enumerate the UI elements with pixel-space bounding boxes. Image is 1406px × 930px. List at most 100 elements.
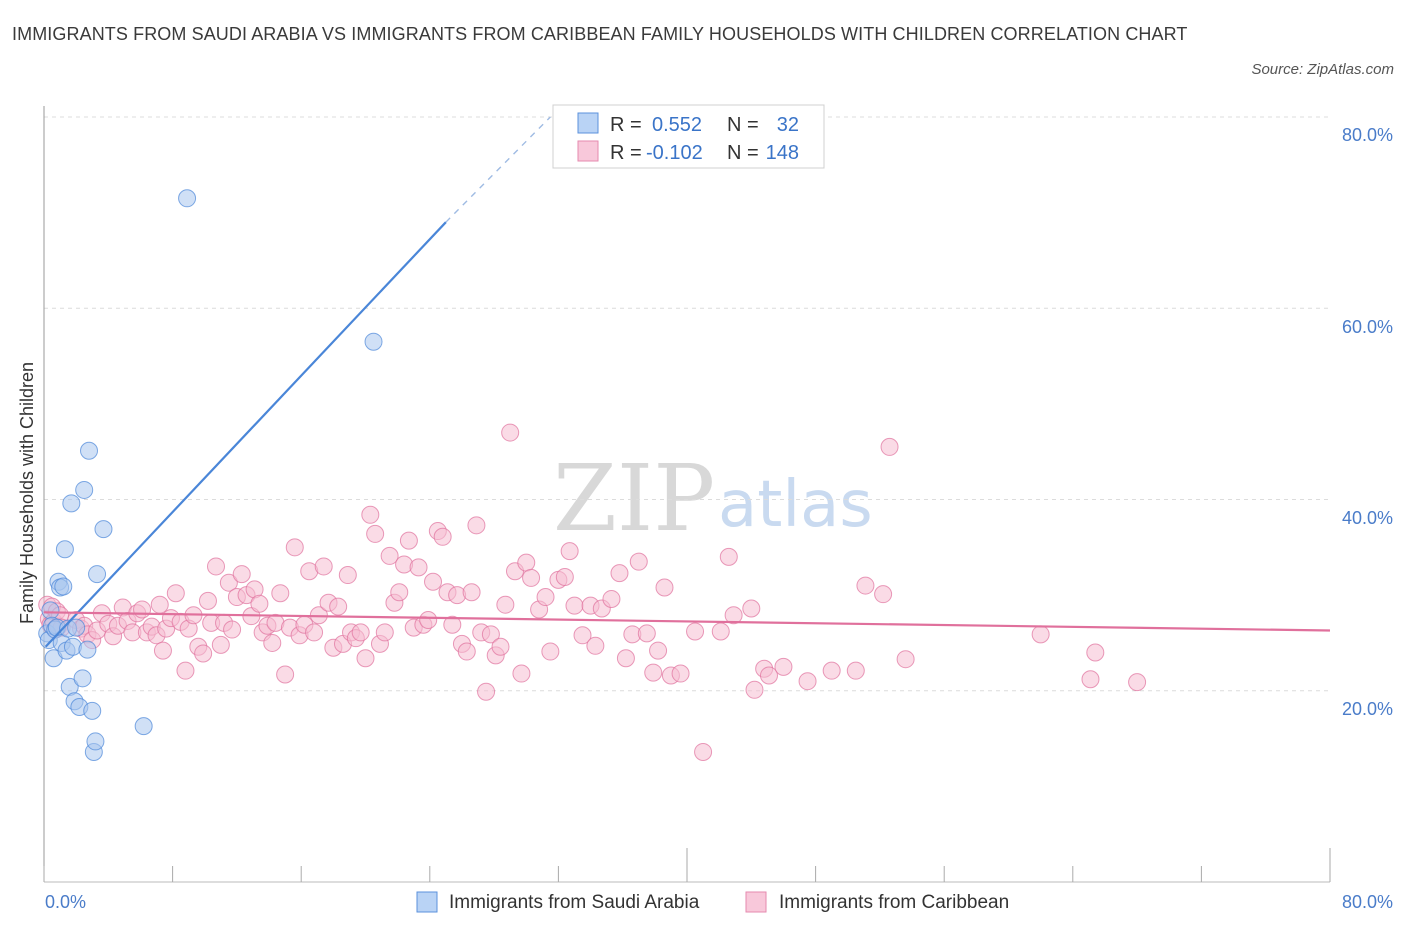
caribbean-point (798, 672, 817, 691)
x-axis-ticks (43, 848, 1331, 882)
trend-lines (43, 116, 1331, 648)
caribbean-point (219, 573, 238, 592)
caribbean-point (419, 610, 438, 629)
series-saudi-points (38, 189, 383, 761)
watermark-zip: ZIP (553, 445, 715, 552)
caribbean-point (409, 558, 428, 577)
caribbean-point (133, 600, 152, 619)
saudi-n-label: N = (727, 114, 759, 136)
caribbean-point (1086, 643, 1105, 662)
caribbean-point (616, 649, 635, 668)
caribbean-point (263, 633, 282, 652)
caribbean-point (462, 583, 481, 602)
caribbean-point (711, 622, 730, 641)
caribbean-point (560, 542, 579, 561)
caribbean-point (880, 437, 899, 456)
series-caribbean-points (38, 423, 1147, 761)
saudi-legend-swatch (577, 112, 599, 134)
caribbean-trend-line (43, 611, 1331, 632)
caribbean-point (491, 637, 510, 656)
caribbean-point (629, 552, 648, 571)
saudi-trend-line (44, 221, 447, 648)
caribbean-point (512, 664, 531, 683)
caribbean-point (565, 596, 584, 615)
x-tick-label-80: 80.0% (1342, 892, 1393, 912)
caribbean-point (271, 584, 290, 603)
caribbean-point (285, 538, 304, 557)
series-legend: Immigrants from Saudi Arabia Immigrants … (416, 891, 1009, 913)
caribbean-point (467, 516, 486, 535)
caribbean-point (366, 524, 385, 543)
saudi-point (41, 601, 60, 620)
caribbean-point (555, 567, 574, 586)
caribbean-point (166, 584, 185, 603)
caribbean-point (305, 623, 324, 642)
caribbean-point (338, 566, 357, 585)
saudi-point (54, 577, 73, 596)
caribbean-point (694, 742, 713, 761)
caribbean-point (742, 599, 761, 618)
caribbean-point (232, 565, 251, 584)
saudi-point (94, 520, 113, 539)
stats-legend: R = 0.552 N = 32 R = -0.102 N = 148 (552, 104, 825, 169)
caribbean-point (573, 626, 592, 645)
caribbean-point (433, 527, 452, 546)
caribbean-point (874, 585, 893, 604)
saudi-point (67, 618, 86, 637)
caribbean-point (375, 623, 394, 642)
caribbean-point (443, 615, 462, 634)
caribbean-point (522, 568, 541, 587)
caribbean-point (211, 635, 230, 654)
saudi-point (88, 565, 107, 584)
caribbean-point (759, 666, 778, 685)
chart-title: IMMIGRANTS FROM SAUDI ARABIA VS IMMIGRAN… (12, 24, 1188, 44)
watermark-atlas: atlas (718, 468, 873, 542)
saudi-point (178, 189, 197, 208)
caribbean-point (517, 553, 536, 572)
legend-saudi-swatch (416, 891, 438, 913)
caribbean-r-value: -0.102 (646, 142, 703, 164)
caribbean-point (329, 597, 348, 616)
caribbean-point (380, 546, 399, 565)
caribbean-point (536, 588, 555, 607)
caribbean-point (481, 625, 500, 644)
saudi-point (86, 732, 105, 751)
caribbean-point (541, 642, 560, 661)
saudi-n-value: 32 (777, 114, 799, 136)
x-tick-label-0: 0.0% (45, 892, 86, 912)
caribbean-point (896, 650, 915, 669)
saudi-point (62, 494, 81, 513)
caribbean-r-label: R = (610, 142, 642, 164)
caribbean-point (194, 644, 213, 663)
caribbean-point (856, 576, 875, 595)
y-tick-label-60: 60.0% (1342, 317, 1393, 337)
caribbean-point (223, 620, 242, 639)
caribbean-point (153, 641, 172, 660)
saudi-point (73, 669, 92, 688)
caribbean-point (610, 564, 629, 583)
caribbean-point (150, 595, 169, 614)
caribbean-point (496, 595, 515, 614)
legend-saudi-label: Immigrants from Saudi Arabia (449, 892, 700, 913)
caribbean-point (276, 665, 295, 684)
caribbean-point (1031, 625, 1050, 644)
caribbean-point (176, 661, 195, 680)
caribbean-point (586, 636, 605, 655)
caribbean-point (457, 642, 476, 661)
caribbean-point (198, 591, 217, 610)
caribbean-point (822, 661, 841, 680)
caribbean-point (361, 505, 380, 524)
saudi-point (75, 480, 94, 499)
caribbean-point (724, 606, 743, 625)
caribbean-point (655, 578, 674, 597)
caribbean-point (644, 663, 663, 682)
caribbean-point (719, 547, 738, 566)
caribbean-point (390, 583, 409, 602)
saudi-point (364, 332, 383, 351)
caribbean-point (774, 657, 793, 676)
caribbean-point (649, 641, 668, 660)
caribbean-point (637, 624, 656, 643)
source-label: Source: ZipAtlas.com (1251, 61, 1394, 78)
caribbean-point (351, 623, 370, 642)
